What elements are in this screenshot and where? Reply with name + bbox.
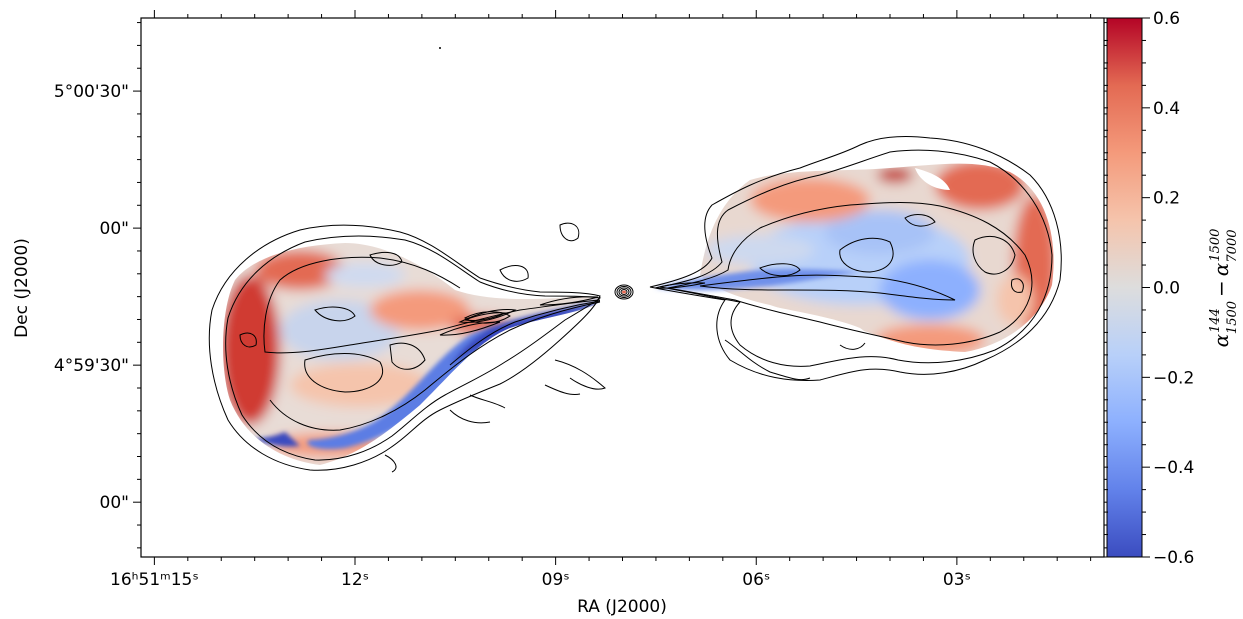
y-tick-label: 00" — [100, 219, 129, 239]
contour-lines — [208, 135, 1062, 473]
noise-point — [439, 47, 441, 49]
cbar-minus: − — [1209, 280, 1233, 297]
colorbar-ticks: 0.6 0.4 0.2 0.0 −0.2 −0.4 −0.6 — [1104, 9, 1194, 568]
west-lobe-void-north — [915, 168, 950, 190]
cbar-tick-label: 0.6 — [1153, 9, 1180, 29]
cbar-sub-1: 1500 — [1225, 301, 1240, 334]
x-tick-label: 09ˢ — [542, 570, 570, 590]
x-tick-label: 16ʰ51ᵐ15ˢ — [110, 570, 199, 590]
cbar-tick-label: 0.0 — [1153, 279, 1180, 299]
cbar-alpha-1: α — [1209, 333, 1233, 347]
west-lobe-heatmap — [700, 163, 1054, 352]
y-tick-label: 5°00'30" — [54, 82, 129, 102]
cbar-sup-2: 1500 — [1208, 229, 1223, 262]
x-axis: 16ʰ51ᵐ15ˢ 12ˢ 09ˢ 06ˢ 03ˢ — [110, 10, 1092, 590]
y-tick-label: 4°59'30" — [54, 356, 129, 376]
plot-content — [208, 47, 1062, 473]
x-tick-label: 03ˢ — [943, 570, 971, 590]
x-tick-label: 06ˢ — [742, 570, 770, 590]
x-axis-label: RA (J2000) — [577, 597, 667, 617]
east-lobe-heatmap — [223, 243, 600, 465]
y-axis-label: Dec (J2000) — [12, 238, 32, 338]
cbar-tick-label: −0.4 — [1153, 458, 1194, 478]
cbar-alpha-2: α — [1209, 262, 1233, 276]
cbar-tick-label: −0.6 — [1153, 548, 1194, 568]
colorbar — [1106, 17, 1143, 558]
cbar-tick-label: 0.4 — [1153, 99, 1180, 119]
cbar-sub-2: 7000 — [1225, 230, 1240, 263]
y-tick-label: 00" — [100, 493, 129, 513]
core-marker — [622, 290, 626, 294]
x-tick-label: 12ˢ — [341, 570, 369, 590]
west-lobe-void-south — [770, 306, 868, 343]
cbar-sup-1: 144 — [1208, 308, 1223, 333]
colorbar-label: α144 1500−α1500 7000 — [1208, 229, 1240, 348]
cbar-tick-label: −0.2 — [1153, 368, 1194, 388]
cbar-tick-label: 0.2 — [1153, 189, 1180, 209]
